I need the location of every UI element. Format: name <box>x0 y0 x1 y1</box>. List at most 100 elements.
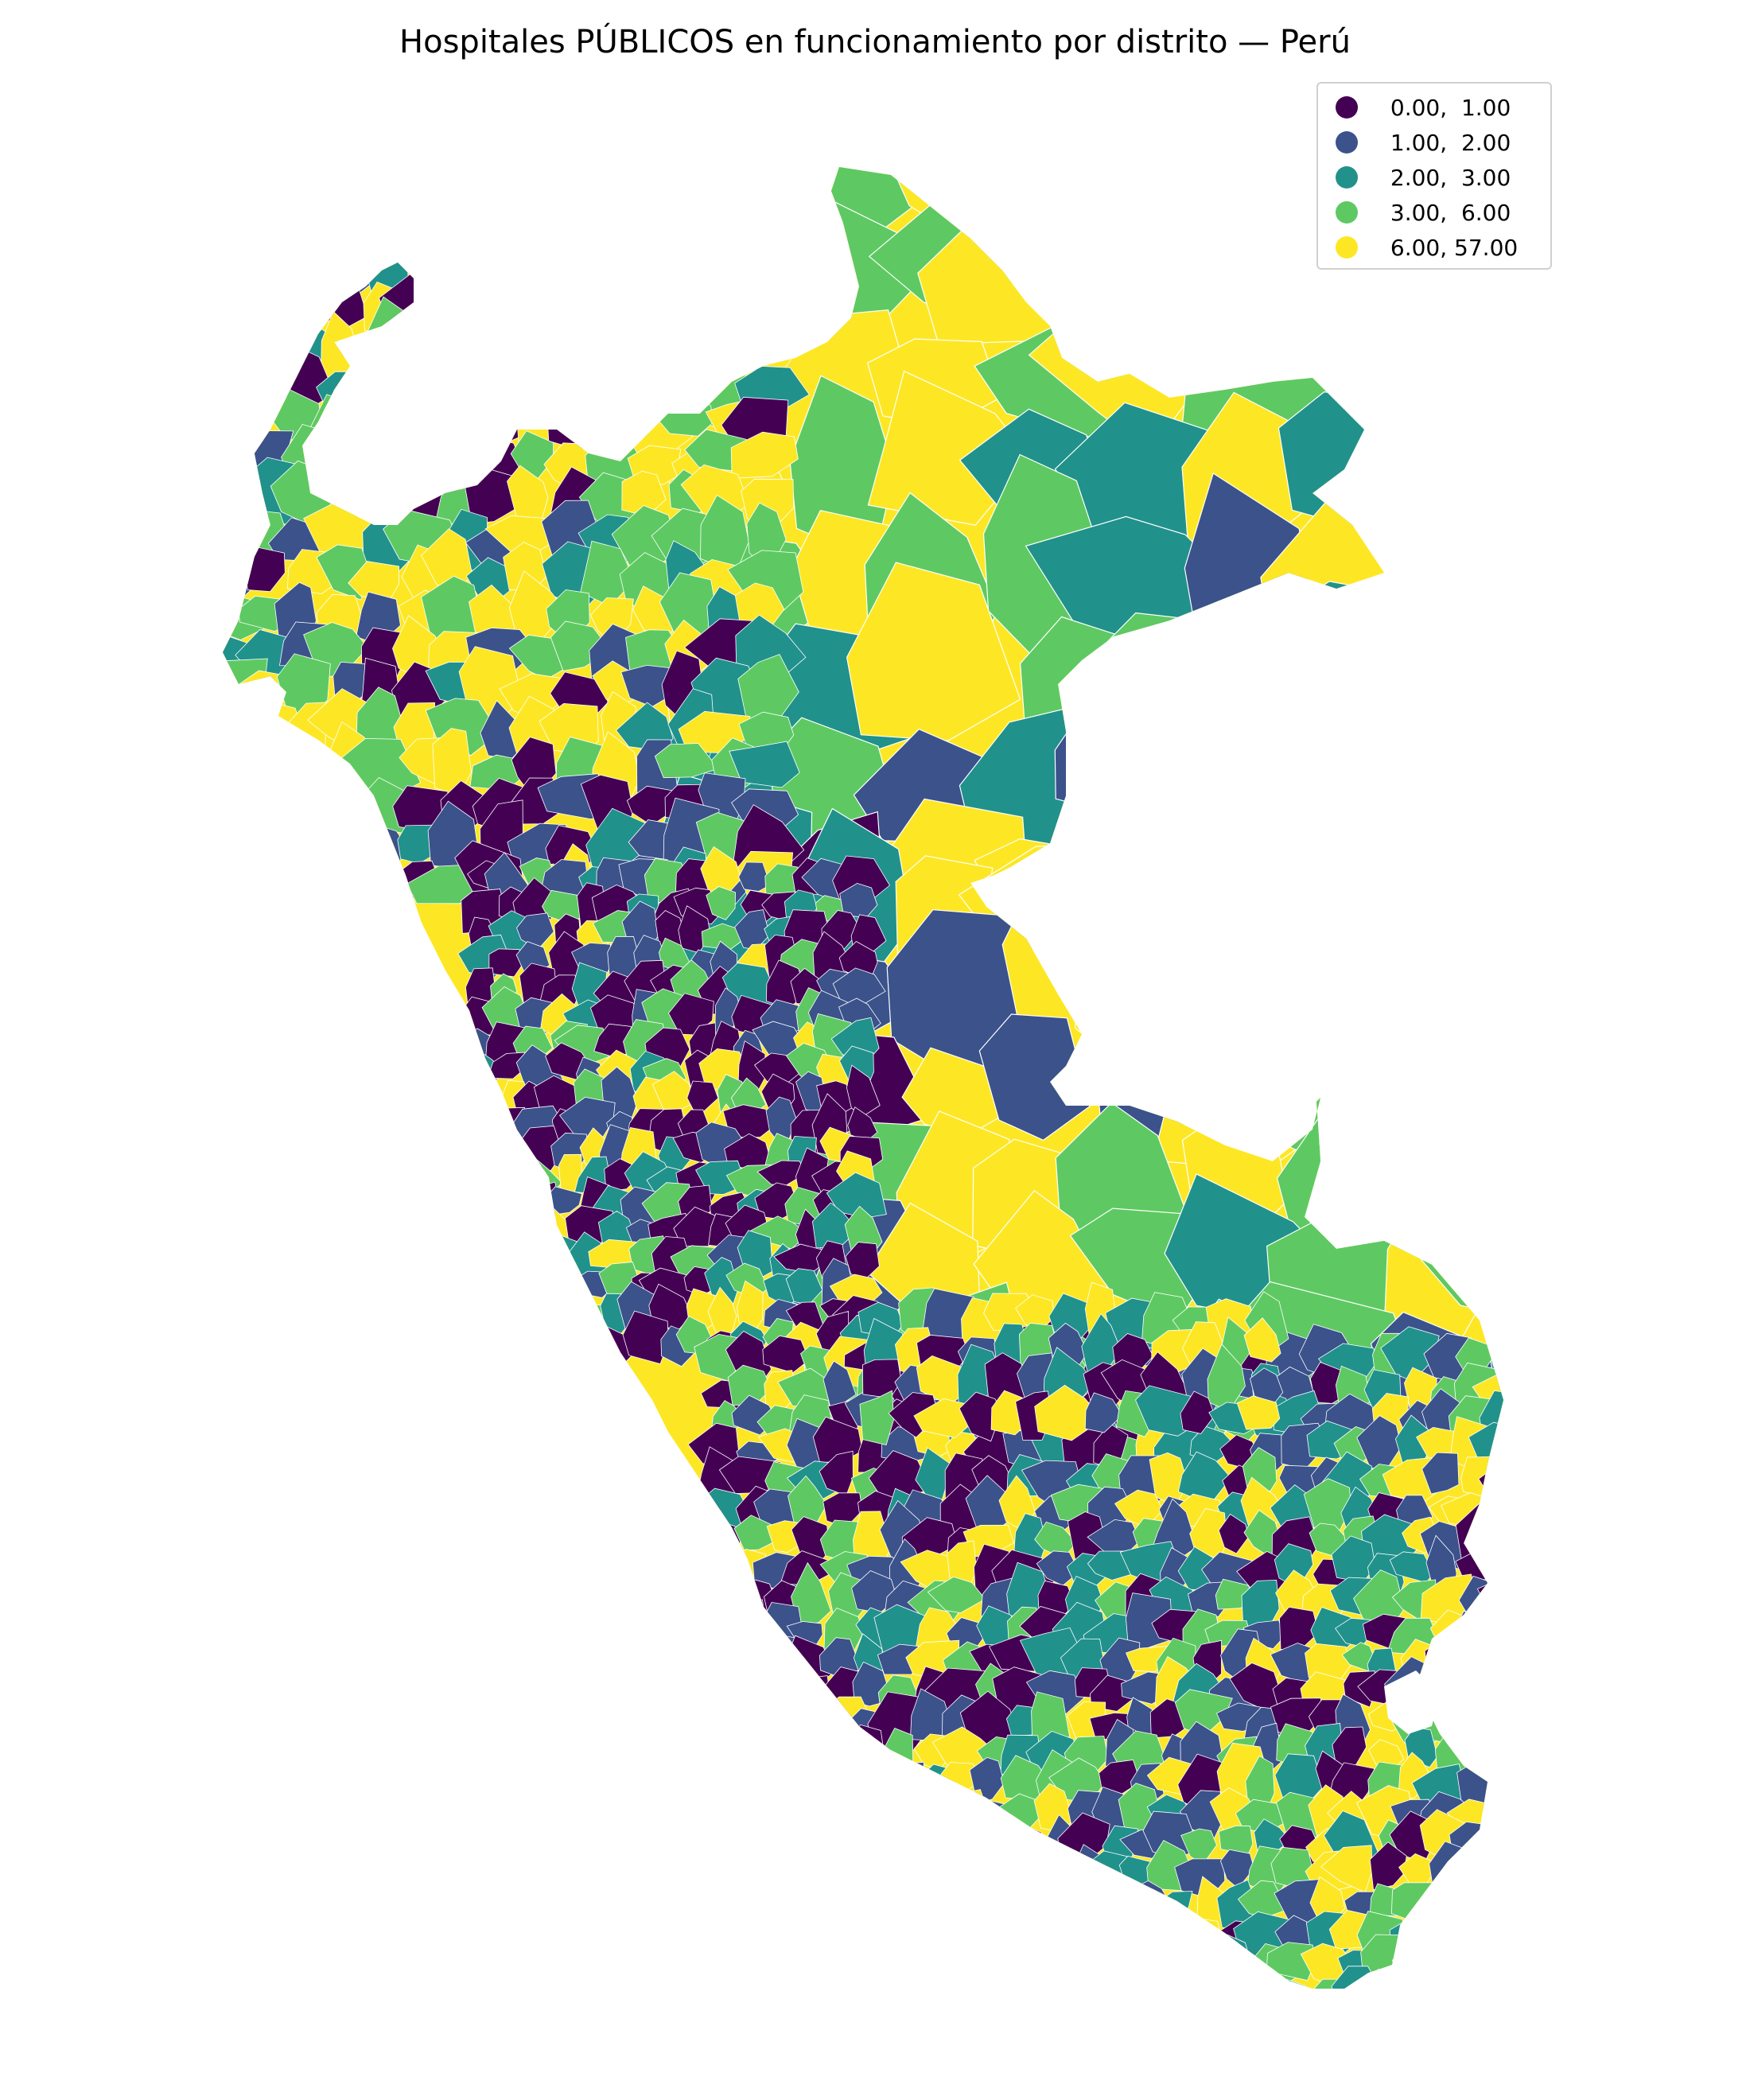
district-polygon <box>1125 1592 1173 1655</box>
district-polygon <box>573 1326 609 1360</box>
district-polygon <box>1001 1939 1040 1989</box>
district-polygon <box>1484 1597 1503 1650</box>
district-polygon <box>491 1195 537 1224</box>
district-polygon <box>706 886 737 920</box>
district-polygon <box>697 1900 740 1963</box>
district-polygon <box>697 1661 745 1713</box>
district-polygon <box>1075 1930 1110 1981</box>
district-polygon <box>1285 691 1429 840</box>
district-polygon <box>850 1973 894 1989</box>
district-polygon <box>1419 1967 1468 1989</box>
district-polygon <box>1054 710 1226 827</box>
district-polygon <box>1281 1978 1309 1989</box>
district-polygon <box>1456 1026 1503 1119</box>
district-polygon <box>939 1816 1000 1867</box>
district-polygon <box>493 1317 531 1355</box>
district-polygon <box>1421 1916 1478 1955</box>
district-polygon <box>488 948 522 978</box>
district-polygon <box>1491 1954 1503 1989</box>
district-polygon <box>1391 1939 1443 1988</box>
district-polygon <box>474 259 534 344</box>
district-polygon <box>906 1826 962 1854</box>
district-polygon <box>1153 1972 1213 1989</box>
district-polygon <box>622 1310 669 1365</box>
district-polygon <box>429 233 502 297</box>
district-polygon <box>1414 1942 1476 1985</box>
district-polygon <box>796 1878 840 1912</box>
district-polygon <box>1130 842 1323 973</box>
district-polygon <box>1033 1911 1079 1946</box>
district-polygon <box>1000 1901 1048 1957</box>
district-polygon <box>1266 1942 1316 1981</box>
district-polygon <box>495 1154 528 1200</box>
district-polygon <box>1489 1933 1503 1979</box>
district-polygon <box>789 1953 831 1980</box>
district-polygon <box>1208 1977 1261 1989</box>
district-polygon <box>223 352 276 410</box>
district-polygon <box>1453 1611 1503 1662</box>
district-polygon <box>1030 1966 1070 1989</box>
district-polygon <box>237 842 289 911</box>
district-polygon <box>1367 866 1476 961</box>
district-polygon <box>846 562 1021 741</box>
legend-label: 1.00, 2.00 <box>1383 129 1511 156</box>
district-polygon <box>770 1787 805 1834</box>
district-polygon <box>436 282 480 329</box>
district-polygon <box>1424 1639 1469 1686</box>
district-polygon <box>791 1785 824 1831</box>
district-polygon <box>431 339 497 408</box>
district-polygon <box>938 1882 988 1940</box>
district-polygon <box>813 1880 876 1937</box>
district-polygon <box>519 237 562 300</box>
district-polygon <box>959 1391 1001 1442</box>
district-polygon <box>978 1013 1091 1141</box>
district-polygon <box>1095 1965 1131 1989</box>
district-polygon <box>1421 1452 1460 1495</box>
district-polygon <box>763 1929 799 1982</box>
district-polygon <box>1218 1514 1250 1554</box>
district-polygon <box>698 1698 730 1746</box>
district-polygon <box>686 1873 741 1918</box>
district-polygon <box>662 167 834 262</box>
district-polygon <box>487 1237 527 1289</box>
district-polygon <box>469 251 522 296</box>
district-polygon <box>546 387 605 452</box>
district-polygon <box>1482 1521 1503 1564</box>
district-polygon <box>706 327 757 376</box>
district-polygon <box>802 1736 836 1776</box>
district-polygon <box>457 1270 508 1311</box>
district-polygon <box>612 278 703 334</box>
district-polygon <box>243 737 287 799</box>
district-polygon <box>427 310 488 377</box>
district-polygon <box>1484 1727 1503 1783</box>
district-polygon <box>962 1883 1010 1919</box>
district-polygon <box>1097 1903 1128 1948</box>
district-polygon <box>1180 1390 1215 1434</box>
district-polygon <box>974 1943 1016 1983</box>
district-polygon <box>854 1828 893 1871</box>
district-polygon <box>1341 1642 1376 1671</box>
district-polygon <box>1060 1971 1109 1989</box>
district-polygon <box>1483 1641 1503 1690</box>
district-polygon <box>1427 927 1503 1054</box>
district-polygon <box>363 392 408 453</box>
district-polygon <box>406 232 458 294</box>
district-polygon <box>1476 1569 1503 1627</box>
district-polygon <box>223 801 262 880</box>
district-polygon <box>946 1962 983 1989</box>
district-polygon <box>1470 831 1503 994</box>
district-polygon <box>466 1324 505 1359</box>
district-polygon <box>654 743 719 779</box>
district-polygon <box>883 1837 935 1900</box>
district-polygon <box>1140 1941 1203 1989</box>
district-polygon <box>736 311 795 373</box>
district-polygon <box>581 324 642 380</box>
district-polygon <box>909 1778 955 1836</box>
district-polygon <box>466 349 548 405</box>
district-polygon <box>1488 1872 1503 1924</box>
district-polygon <box>895 1911 961 1946</box>
district-polygon <box>791 1561 832 1627</box>
legend-marker-icon <box>1336 236 1358 259</box>
district-polygon <box>286 743 336 794</box>
district-polygon <box>516 362 571 406</box>
